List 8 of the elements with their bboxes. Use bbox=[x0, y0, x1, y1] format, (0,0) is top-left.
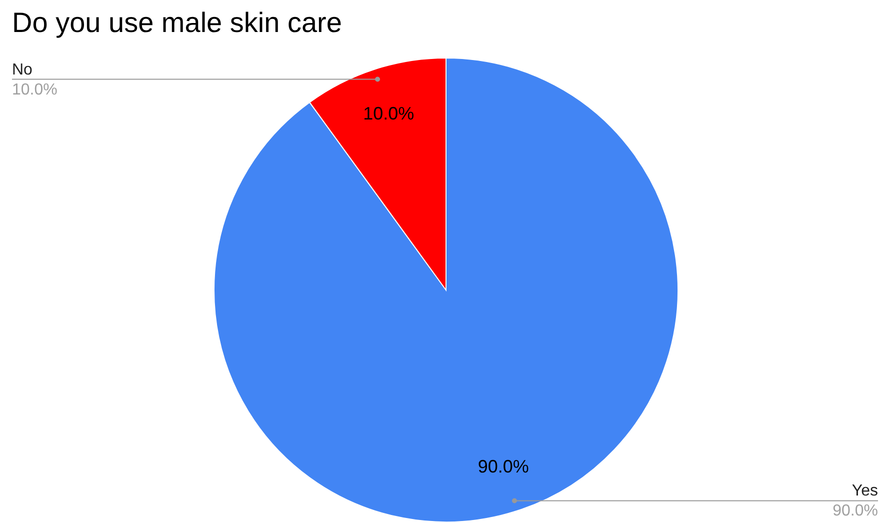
text: 10.0% bbox=[12, 81, 58, 98]
chart-title: Do you use male skin care bbox=[12, 7, 342, 38]
data-label: 90.0% bbox=[478, 456, 529, 477]
slice-label: Yes bbox=[852, 482, 878, 500]
slice-label: No bbox=[12, 61, 33, 78]
pie-slice bbox=[214, 58, 678, 522]
text: 90.0% bbox=[832, 502, 878, 520]
data-label: 10.0% bbox=[363, 103, 414, 124]
